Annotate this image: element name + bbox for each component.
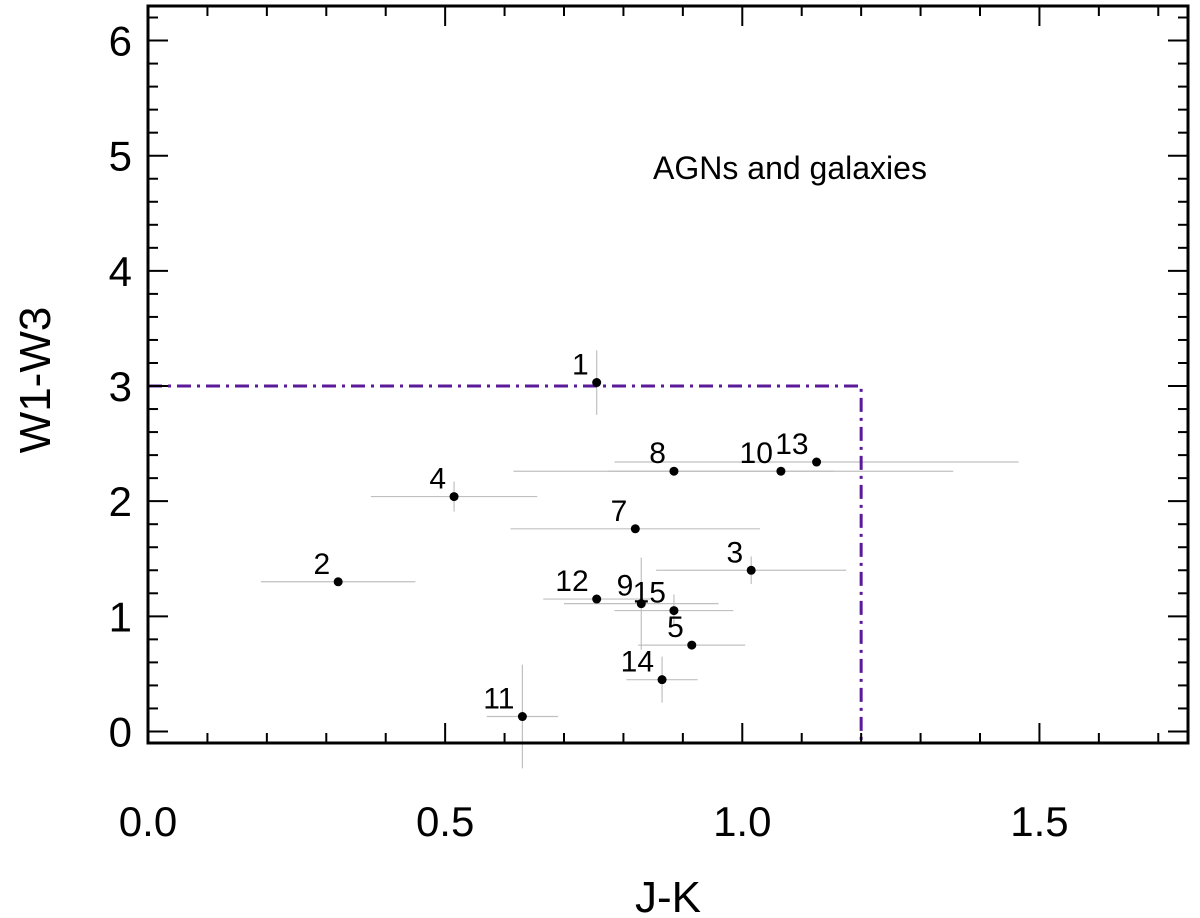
x-tick-label: 0.0: [119, 798, 177, 845]
region-boundary-line: [148, 384, 863, 743]
errorbars-group: [260, 350, 1019, 769]
data-point: [333, 577, 343, 587]
point-label: 14: [621, 646, 654, 679]
ticks-group: [147, 6, 1188, 743]
x-tick-label: 1.0: [713, 798, 771, 845]
y-tick-label: 0: [109, 708, 132, 755]
point-label: 10: [740, 437, 773, 470]
data-point: [812, 457, 822, 467]
data-point: [687, 640, 697, 650]
data-point: [630, 524, 640, 534]
point-label: 5: [667, 611, 684, 644]
y-tick-label: 4: [109, 248, 132, 295]
x-axis-title: J-K: [635, 873, 701, 918]
point-label: 3: [727, 536, 744, 569]
y-tick-label: 6: [109, 18, 132, 65]
point-label: 8: [649, 437, 666, 470]
point-label: 11: [483, 683, 514, 716]
y-axis-title: W1-W3: [11, 307, 60, 454]
points-group: [333, 378, 822, 722]
point-label: 1: [572, 349, 589, 382]
y-tick-label: 3: [109, 363, 132, 410]
data-point: [517, 712, 527, 722]
data-point: [669, 606, 679, 616]
y-tick-label: 1: [109, 593, 132, 640]
plot-frame: [146, 4, 1190, 745]
point-label: 4: [429, 463, 446, 496]
point-label: 12: [555, 565, 588, 598]
data-point: [636, 599, 646, 609]
data-point: [776, 466, 786, 476]
data-point: [657, 675, 667, 685]
data-point: [592, 378, 602, 388]
y-tick-label: 2: [109, 478, 132, 525]
x-tick-label: 1.5: [1010, 798, 1068, 845]
y-tick-label: 5: [109, 133, 132, 180]
data-point: [592, 594, 602, 604]
point-label: 15: [633, 577, 666, 610]
data-point: [449, 492, 459, 502]
point-label: 9: [617, 570, 634, 603]
x-tick-label: 0.5: [416, 798, 474, 845]
point-label: 13: [775, 428, 808, 461]
point-label: 7: [611, 495, 628, 528]
region-annotation: AGNs and galaxies: [653, 150, 927, 186]
data-point: [746, 565, 756, 575]
region-boundary: [148, 384, 863, 743]
point-label: 2: [313, 548, 330, 581]
data-point: [669, 466, 679, 476]
